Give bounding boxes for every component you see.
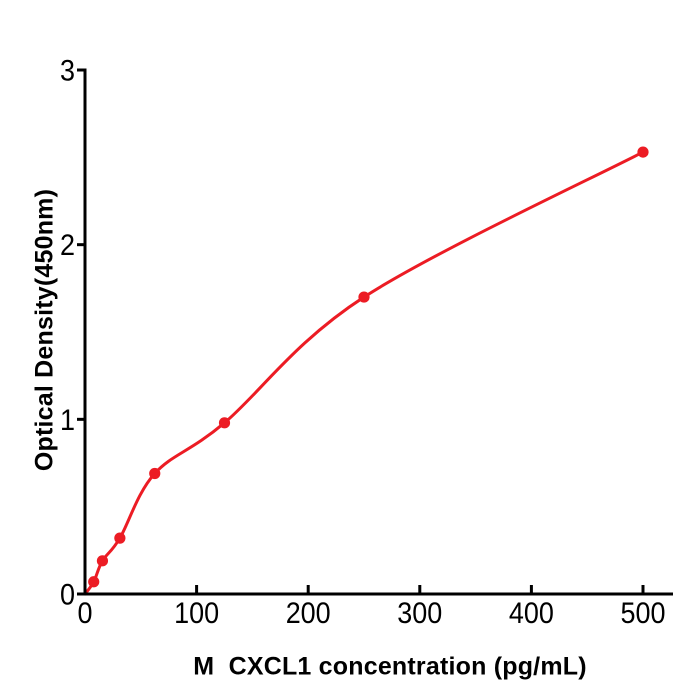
x-tick-label: 400 — [509, 597, 554, 630]
axes-layer — [83, 68, 673, 596]
data-point — [358, 291, 370, 303]
x-tick-label: 100 — [174, 597, 219, 630]
y-tick-label: 1 — [60, 404, 75, 437]
x-axis-title: M CXCL1 concentration (pg/mL) — [193, 652, 587, 681]
y-axis-title: Optical Density(450nm) — [30, 188, 59, 472]
fit-curve — [83, 150, 645, 596]
data-point — [149, 467, 161, 480]
data-points-layer — [88, 146, 649, 588]
y-tick-label: 0 — [60, 579, 75, 612]
y-tick-label: 3 — [60, 55, 75, 88]
y-tick-label: 2 — [60, 229, 75, 262]
fit-curve-layer — [83, 150, 645, 596]
x-tick-label: 500 — [621, 597, 666, 630]
x-tick-label: 200 — [286, 597, 331, 630]
data-point — [218, 417, 231, 429]
data-point — [114, 532, 126, 544]
data-point — [96, 555, 109, 567]
ticks-layer: 0 100 200 300 400 500 0 1 2 3 — [60, 55, 666, 631]
x-tick-label: 0 — [78, 597, 93, 630]
x-tick-label: 300 — [397, 597, 442, 630]
data-point — [637, 146, 649, 158]
data-point — [88, 576, 100, 588]
